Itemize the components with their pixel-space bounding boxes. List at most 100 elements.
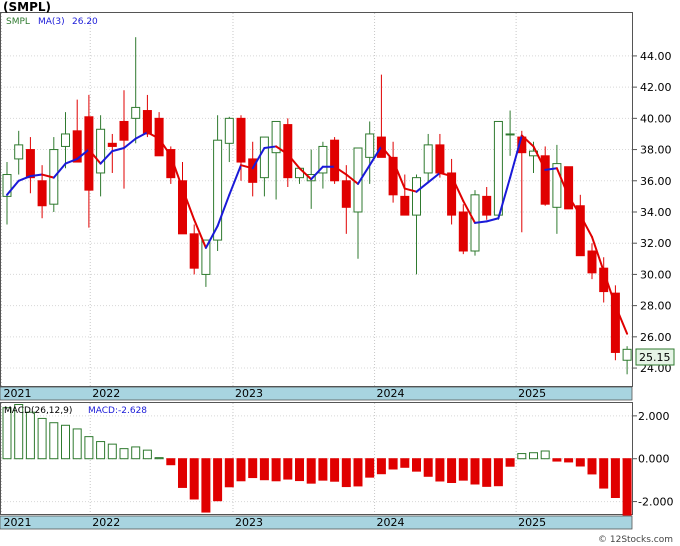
ma-segment bbox=[427, 171, 441, 184]
price-y-axis: 24.0026.0028.0030.0032.0034.0036.0038.00… bbox=[632, 50, 672, 375]
legend-ma-value: 26.20 bbox=[72, 17, 98, 27]
price-year-label: 2023 bbox=[235, 387, 263, 400]
price-y-tick-label: 30.00 bbox=[640, 268, 672, 281]
candle-body bbox=[224, 117, 234, 144]
macd-year-label: 2025 bbox=[518, 516, 546, 529]
candle-body bbox=[166, 149, 176, 179]
candle-body bbox=[400, 195, 410, 216]
macd-bar bbox=[365, 458, 375, 478]
ma-segment bbox=[193, 218, 207, 249]
ma-segment bbox=[520, 134, 535, 148]
ma-segment bbox=[298, 167, 313, 181]
candle-body bbox=[37, 180, 47, 207]
macd-y-axis: 2.000 0.000 -2.000 bbox=[632, 410, 673, 509]
macd-bar bbox=[213, 458, 223, 502]
macd-bar bbox=[564, 458, 574, 463]
ticker-title: (SMPL) bbox=[3, 0, 51, 14]
candle-body bbox=[201, 239, 211, 275]
ma-segment bbox=[462, 200, 476, 224]
macd-bar bbox=[622, 458, 632, 516]
macd-bar bbox=[25, 411, 35, 460]
ma-segment bbox=[41, 173, 55, 179]
macd-bar bbox=[37, 417, 47, 460]
macd-bar bbox=[330, 458, 340, 482]
legend-symbol: SMPL bbox=[6, 17, 30, 27]
candle-body bbox=[599, 267, 609, 293]
macd-bar bbox=[341, 458, 351, 488]
ma-segment bbox=[17, 175, 32, 182]
macd-bar bbox=[458, 458, 468, 481]
candle-body bbox=[341, 180, 351, 208]
macd-year-label: 2022 bbox=[92, 516, 120, 529]
ma-segment bbox=[474, 220, 488, 224]
price-y-tick-label: 32.00 bbox=[640, 237, 672, 250]
ma-segment bbox=[614, 304, 629, 335]
candle-body bbox=[365, 133, 375, 158]
macd-bar bbox=[283, 458, 293, 480]
ma-segment bbox=[509, 134, 523, 179]
ma-segment bbox=[567, 195, 582, 217]
candle-body bbox=[259, 136, 269, 179]
candle-body bbox=[330, 139, 340, 182]
macd-bar bbox=[166, 458, 176, 466]
macd-year-label: 2023 bbox=[235, 516, 263, 529]
macd-bar bbox=[295, 458, 304, 482]
macd-bar bbox=[470, 458, 480, 485]
macd-bar bbox=[224, 458, 234, 488]
candle-body bbox=[2, 174, 12, 197]
ma-segment bbox=[275, 145, 289, 156]
macd-gridlines bbox=[1, 415, 632, 503]
ma-segment bbox=[52, 162, 67, 179]
candle-body bbox=[587, 250, 597, 274]
ma-segment bbox=[169, 154, 184, 190]
candle-body bbox=[388, 156, 398, 196]
macd-bar bbox=[271, 458, 281, 482]
candle-body bbox=[61, 133, 70, 147]
macd-y-tick-label: 0.000 bbox=[638, 453, 670, 466]
candle-body bbox=[283, 124, 293, 179]
legend-ma: MA(3) bbox=[38, 17, 65, 27]
ma-segment bbox=[357, 164, 371, 185]
candle-body bbox=[142, 110, 152, 135]
macd-bar bbox=[610, 458, 620, 499]
macd-bar bbox=[423, 458, 433, 477]
candle-body bbox=[412, 177, 421, 216]
macd-year-label: 2024 bbox=[377, 516, 405, 529]
ma-segment bbox=[146, 131, 161, 140]
ma-segment bbox=[497, 176, 512, 220]
macd-bar bbox=[529, 452, 538, 460]
macd-bar bbox=[84, 436, 94, 460]
macd-bar bbox=[96, 441, 106, 460]
macd-bar bbox=[154, 457, 164, 460]
macd-bar bbox=[201, 458, 211, 513]
candle-body bbox=[189, 233, 199, 269]
candle-body bbox=[107, 142, 117, 147]
candle-body bbox=[493, 120, 503, 216]
macd-bar bbox=[400, 458, 410, 468]
price-year-label: 2025 bbox=[518, 387, 546, 400]
macd-bar bbox=[248, 458, 258, 479]
macd-bar bbox=[2, 407, 12, 460]
ma-segment bbox=[216, 193, 231, 228]
ma-segment bbox=[123, 137, 137, 149]
macd-year-label: 2021 bbox=[4, 516, 32, 529]
macd-bar bbox=[435, 458, 445, 482]
macd-bar bbox=[131, 446, 141, 460]
ma-segment bbox=[240, 164, 254, 170]
macd-bar bbox=[493, 458, 503, 487]
candle-body bbox=[458, 211, 468, 252]
ma-segment bbox=[345, 173, 359, 185]
macd-bar bbox=[517, 453, 527, 460]
macd-bar bbox=[482, 458, 492, 487]
price-year-label: 2021 bbox=[4, 387, 32, 400]
candle-body bbox=[72, 130, 82, 163]
ma-segment bbox=[228, 164, 242, 196]
macd-bar bbox=[142, 449, 152, 460]
price-y-tick-label: 28.00 bbox=[640, 300, 672, 313]
macd-y-tick-label: -2.000 bbox=[638, 496, 673, 509]
candle-body bbox=[447, 172, 457, 216]
candle-body bbox=[119, 120, 129, 141]
macd-year-band bbox=[0, 515, 633, 530]
ma-segment bbox=[532, 145, 547, 171]
macd-bar bbox=[505, 458, 515, 467]
